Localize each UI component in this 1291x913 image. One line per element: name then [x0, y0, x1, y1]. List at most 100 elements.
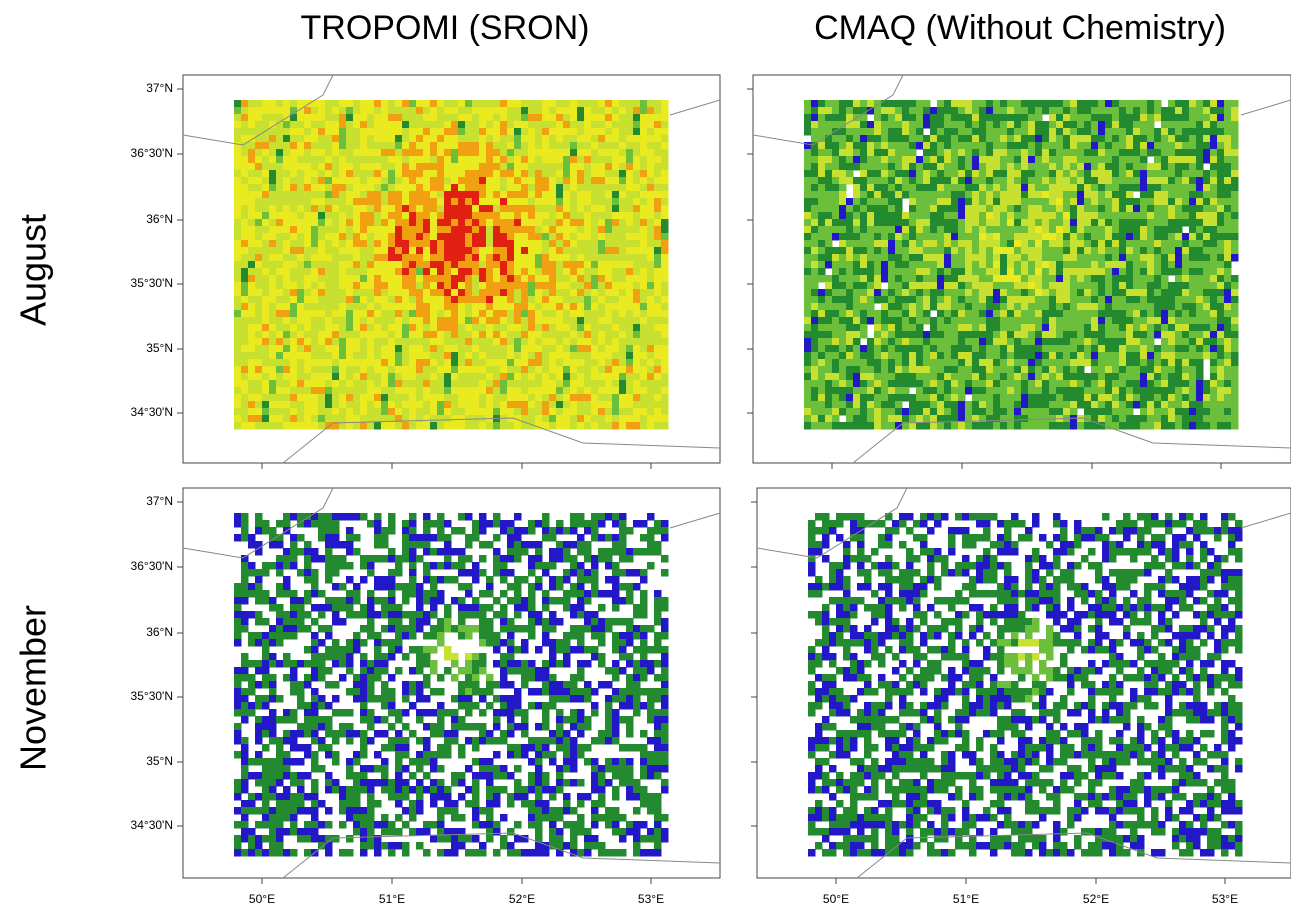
- field-cell: [839, 191, 847, 199]
- field-cell: [458, 303, 466, 311]
- field-cell: [402, 387, 410, 395]
- field-cell: [493, 107, 501, 115]
- field-cell: [661, 149, 669, 157]
- field-cell: [937, 184, 945, 192]
- field-cell: [465, 191, 473, 199]
- field-cell: [416, 226, 424, 234]
- field-cell: [612, 289, 620, 297]
- field-cell: [633, 415, 641, 423]
- field-cell: [262, 303, 270, 311]
- field-cell: [262, 240, 270, 248]
- field-cell: [1140, 310, 1148, 318]
- field-cell: [965, 156, 973, 164]
- field-cell: [297, 324, 305, 332]
- field-cell: [1112, 191, 1120, 199]
- field-cell: [1217, 296, 1225, 304]
- field-cell: [458, 198, 466, 206]
- field-cell: [640, 310, 648, 318]
- field-cell: [661, 107, 669, 115]
- field-cell: [591, 317, 599, 325]
- field-cell: [804, 310, 812, 318]
- field-cell: [811, 219, 819, 227]
- field-cell: [972, 142, 980, 150]
- field-cell: [619, 394, 627, 402]
- field-cell: [269, 317, 277, 325]
- field-cell: [1133, 324, 1141, 332]
- field-cell: [318, 198, 326, 206]
- field-cell: [332, 100, 340, 108]
- field-cell: [1056, 289, 1064, 297]
- field-cell: [528, 114, 536, 122]
- field-cell: [888, 233, 896, 241]
- field-cell: [1189, 121, 1197, 129]
- field-cell: [248, 114, 256, 122]
- field-cell: [1231, 317, 1239, 325]
- field-cell: [986, 296, 994, 304]
- field-cell: [346, 163, 354, 171]
- field-cell: [633, 408, 641, 416]
- field-cell: [951, 107, 959, 115]
- field-cell: [444, 121, 452, 129]
- field-cell: [909, 317, 917, 325]
- field-cell: [958, 142, 966, 150]
- field-cell: [1182, 233, 1190, 241]
- field-cell: [811, 149, 819, 157]
- field-cell: [465, 352, 473, 360]
- field-cell: [325, 345, 333, 353]
- field-cell: [402, 135, 410, 143]
- field-cell: [395, 352, 403, 360]
- field-cell: [930, 121, 938, 129]
- field-cell: [654, 212, 662, 220]
- field-cell: [465, 205, 473, 213]
- field-cell: [367, 100, 375, 108]
- field-cell: [507, 149, 515, 157]
- lat-tick-label: 35°30'N: [131, 276, 173, 290]
- field-cell: [297, 177, 305, 185]
- field-cell: [304, 289, 312, 297]
- field-cell: [937, 233, 945, 241]
- field-cell: [444, 268, 452, 276]
- field-cell: [804, 212, 812, 220]
- field-cell: [626, 205, 634, 213]
- field-cell: [1196, 128, 1204, 136]
- field-cell: [297, 359, 305, 367]
- field-cell: [1021, 107, 1029, 115]
- field-cell: [248, 233, 256, 241]
- field-cell: [234, 275, 242, 283]
- field-cell: [570, 338, 578, 346]
- field-cell: [1084, 303, 1092, 311]
- field-cell: [514, 233, 522, 241]
- field-cell: [269, 163, 277, 171]
- field-cell: [584, 205, 592, 213]
- field-cell: [895, 233, 903, 241]
- field-cell: [598, 352, 606, 360]
- field-cell: [874, 107, 882, 115]
- field-cell: [1049, 233, 1057, 241]
- field-cell: [902, 254, 910, 262]
- field-cell: [853, 331, 861, 339]
- field-cell: [542, 100, 550, 108]
- field-cell: [241, 352, 249, 360]
- field-cell: [430, 408, 438, 416]
- field-cell: [507, 317, 515, 325]
- field-cell: [661, 317, 669, 325]
- field-cell: [1210, 268, 1218, 276]
- field-cell: [598, 366, 606, 374]
- field-cell: [930, 170, 938, 178]
- field-cell: [528, 289, 536, 297]
- field-cell: [937, 219, 945, 227]
- field-cell: [1196, 100, 1204, 108]
- field-cell: [633, 380, 641, 388]
- field-cell: [1042, 205, 1050, 213]
- field-cell: [262, 387, 270, 395]
- field-cell: [1021, 114, 1029, 122]
- field-cell: [479, 373, 487, 381]
- field-cell: [1049, 184, 1057, 192]
- field-cell: [486, 226, 494, 234]
- field-cell: [598, 191, 606, 199]
- field-cell: [402, 422, 410, 430]
- field-cell: [1140, 121, 1148, 129]
- field-cell: [1217, 289, 1225, 297]
- field-cell: [346, 331, 354, 339]
- field-cell: [1021, 135, 1029, 143]
